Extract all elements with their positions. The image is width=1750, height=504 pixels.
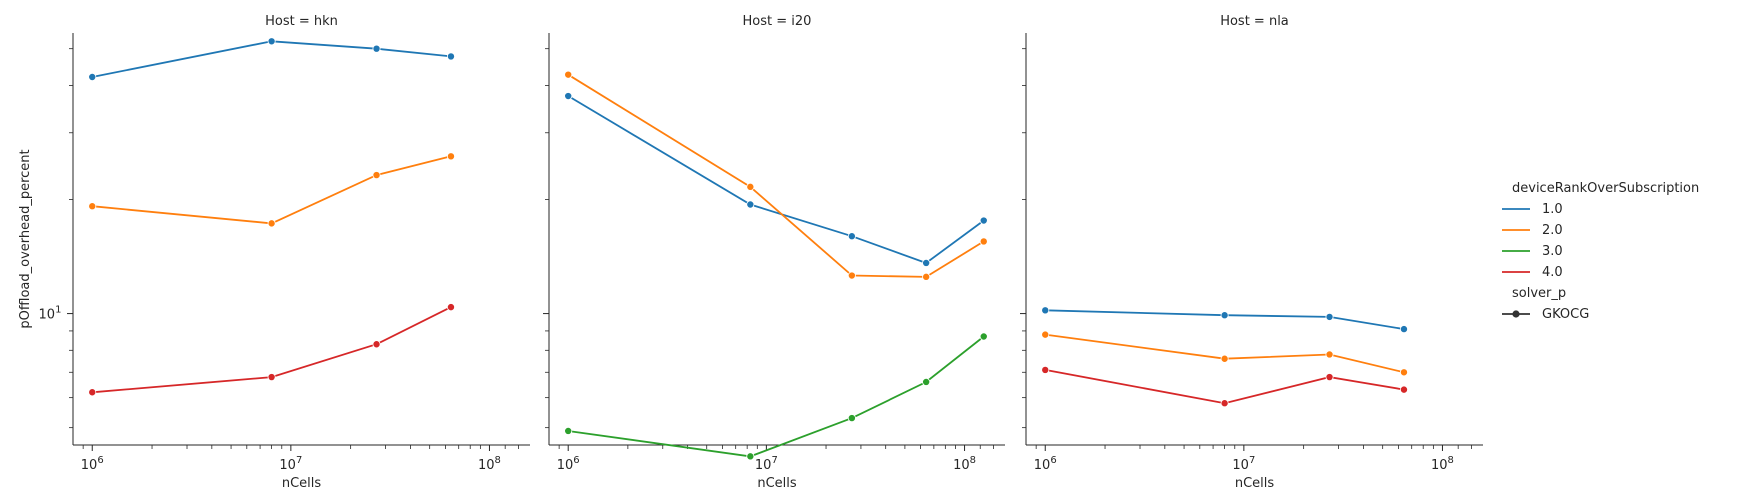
data-point xyxy=(1041,365,1050,374)
legend-label: 4.0 xyxy=(1542,265,1563,280)
x-tick-label: 108 xyxy=(478,455,501,473)
data-point xyxy=(1041,330,1050,339)
legend-label: GKOCG xyxy=(1542,307,1589,322)
data-point xyxy=(1399,368,1408,377)
series-line-1-0 xyxy=(92,40,452,78)
series-line-1-0 xyxy=(1045,309,1405,330)
data-point xyxy=(1220,399,1229,408)
data-point xyxy=(88,202,97,211)
panel-2: Host = i20 nCells xyxy=(543,14,1005,491)
x-axis-label: nCells xyxy=(282,476,322,491)
data-point xyxy=(1399,385,1408,394)
legend-title: deviceRankOverSubscription xyxy=(1512,181,1699,196)
data-point xyxy=(372,171,381,180)
series-line-2-0 xyxy=(92,155,452,225)
data-point xyxy=(446,303,455,312)
x-tick-label: 108 xyxy=(953,455,976,473)
series-line-2-0 xyxy=(567,73,985,278)
series-line-4-0 xyxy=(1045,369,1405,405)
panel-1: Host = hkn nCells xyxy=(67,14,530,491)
data-point xyxy=(979,332,988,341)
data-point xyxy=(1041,306,1050,315)
data-point xyxy=(267,373,276,382)
panel-title: Host = i20 xyxy=(743,14,812,29)
data-point xyxy=(1399,325,1408,334)
legend-marker xyxy=(1512,310,1520,318)
series-line-2-0 xyxy=(1045,333,1405,374)
x-tick-label: 107 xyxy=(279,455,302,473)
y-axis-label: pOffload_overhead_percent xyxy=(18,149,33,328)
series-line-1-0 xyxy=(567,95,985,265)
data-point xyxy=(922,272,931,281)
legend-title: solver_p xyxy=(1512,286,1566,301)
data-point xyxy=(746,200,755,209)
data-point xyxy=(1325,373,1334,382)
data-point xyxy=(922,377,931,386)
data-point xyxy=(446,52,455,61)
x-tick-label: 107 xyxy=(755,455,778,473)
data-point xyxy=(372,44,381,53)
x-tick-label: 108 xyxy=(1431,455,1454,473)
x-axis-label: nCells xyxy=(1235,476,1275,491)
data-point xyxy=(267,219,276,228)
legend: deviceRankOverSubscription 1.0 2.0 3.0 4.0 so… xyxy=(1502,181,1699,322)
data-point xyxy=(979,216,988,225)
data-point xyxy=(847,414,856,423)
data-point xyxy=(746,452,755,461)
panel-title: Host = nla xyxy=(1220,14,1289,29)
data-point xyxy=(847,232,856,241)
x-tick-label: 106 xyxy=(557,455,580,473)
data-point xyxy=(746,182,755,191)
data-point xyxy=(847,271,856,280)
data-point xyxy=(446,152,455,161)
x-tick-label: 107 xyxy=(1232,455,1255,473)
data-point xyxy=(1220,354,1229,363)
data-point xyxy=(979,237,988,246)
x-axis-label: nCells xyxy=(757,476,797,491)
data-point xyxy=(88,72,97,81)
panel-3: Host = nla nCells xyxy=(1020,14,1483,491)
series-line-4-0 xyxy=(92,306,452,394)
data-point xyxy=(922,258,931,267)
data-point xyxy=(372,340,381,349)
data-point xyxy=(88,388,97,397)
data-point xyxy=(267,37,276,46)
data-point xyxy=(564,70,573,79)
legend-label: 1.0 xyxy=(1542,202,1563,217)
legend-label: 2.0 xyxy=(1542,223,1563,238)
data-point xyxy=(1325,312,1334,321)
y-tick-label: 101 xyxy=(39,305,62,323)
data-point xyxy=(564,92,573,101)
data-point xyxy=(564,426,573,435)
data-point xyxy=(1220,311,1229,320)
panel-title: Host = hkn xyxy=(265,14,338,29)
legend-label: 3.0 xyxy=(1542,244,1563,259)
x-tick-label: 106 xyxy=(1034,455,1057,473)
data-point xyxy=(1325,350,1334,359)
series-line-3-0 xyxy=(568,335,985,458)
x-tick-label: 106 xyxy=(81,455,104,473)
